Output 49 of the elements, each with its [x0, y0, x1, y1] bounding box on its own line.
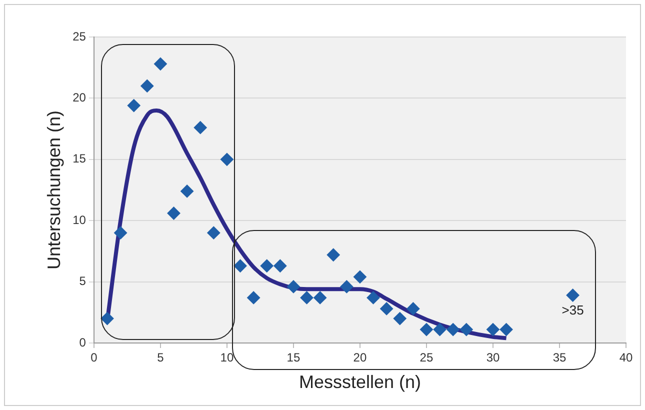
point — [486, 323, 500, 336]
x-tick-label: 5 — [157, 350, 164, 365]
y-axis-title: Untersuchungen (n) — [44, 110, 64, 270]
point — [420, 323, 433, 336]
y-tick-label: 15 — [72, 152, 86, 166]
point — [180, 184, 194, 198]
point — [314, 291, 327, 304]
point — [234, 259, 247, 272]
point — [207, 226, 220, 240]
y-tick-label: 25 — [72, 29, 86, 44]
x-tick-label: 20 — [353, 350, 367, 365]
point — [114, 226, 128, 240]
point — [100, 312, 114, 326]
point — [220, 152, 234, 166]
x-tick-label: 40 — [619, 350, 633, 365]
x-tick-label: 25 — [420, 350, 434, 365]
point — [167, 206, 180, 220]
point — [393, 312, 406, 326]
point — [300, 291, 314, 304]
point — [500, 323, 513, 336]
point — [274, 259, 287, 272]
x-axis-title: Messstellen (n) — [298, 372, 421, 392]
x-tick-label: 0 — [90, 350, 98, 365]
point — [366, 291, 380, 304]
point — [140, 79, 154, 92]
point — [460, 323, 473, 336]
point — [340, 280, 354, 294]
point — [326, 248, 340, 262]
x-tick-label: 30 — [486, 350, 500, 365]
y-tick-label: 10 — [72, 212, 86, 227]
x-tick-label: 15 — [286, 350, 300, 365]
point — [247, 291, 260, 304]
x-tick-label: 10 — [220, 350, 234, 365]
point — [154, 57, 167, 70]
point — [286, 280, 300, 294]
y-tick-label: 0 — [79, 335, 86, 350]
point — [260, 259, 274, 272]
point — [446, 323, 460, 336]
point — [380, 302, 394, 316]
point — [353, 270, 366, 284]
point — [194, 121, 207, 134]
x-tick-label: 35 — [552, 350, 566, 365]
y-tick-label: 5 — [79, 274, 86, 288]
point — [433, 323, 446, 336]
y-tick-label: 20 — [72, 90, 86, 105]
point — [566, 288, 580, 302]
point — [406, 302, 420, 316]
point — [127, 99, 140, 112]
annotation: >35 — [562, 302, 584, 318]
